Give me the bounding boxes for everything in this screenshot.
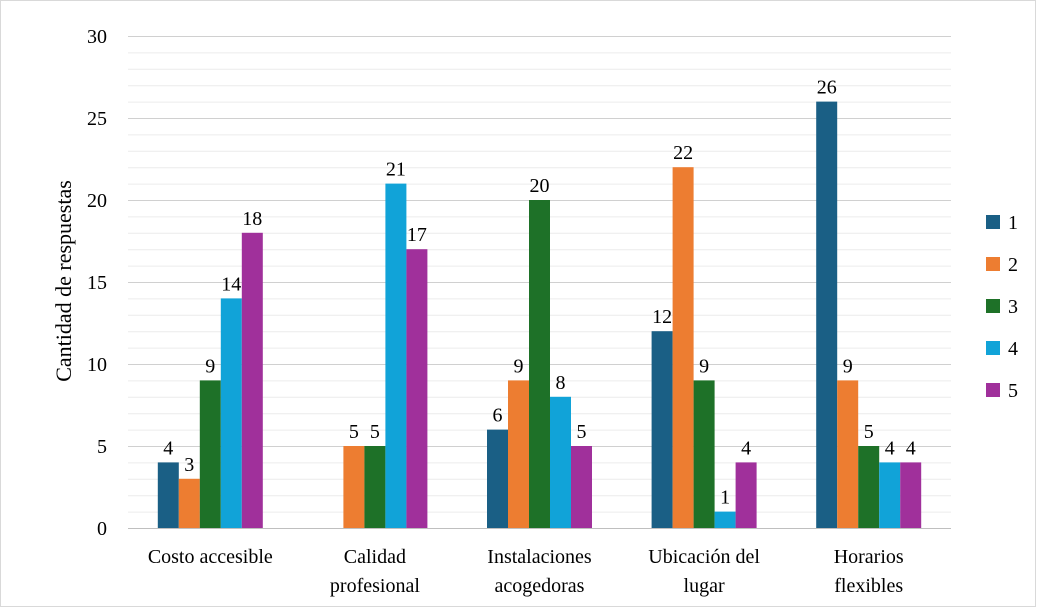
bar-series-2-cat-2	[343, 446, 365, 528]
data-label: 4	[885, 437, 895, 459]
y-tick-label: 10	[87, 354, 107, 376]
bar-series-4-cat-3	[550, 396, 571, 528]
x-category-label: flexibles	[834, 575, 903, 597]
y-tick-label: 30	[87, 26, 107, 48]
data-label: 17	[407, 224, 427, 246]
data-label: 14	[221, 273, 241, 295]
data-label: 5	[864, 421, 874, 443]
y-tick-label: 5	[97, 436, 107, 458]
data-label: 9	[205, 355, 215, 377]
bar-series-3-cat-5	[858, 446, 880, 528]
data-label: 8	[556, 372, 566, 394]
bar-series-2-cat-3	[508, 380, 529, 528]
legend-label: 5	[1008, 380, 1018, 402]
x-axis-categories: Costo accesible Calidad profesional Instala…	[148, 546, 904, 597]
bar-series-1-cat-4	[651, 331, 673, 528]
bar-series-2-cat-5	[837, 380, 859, 528]
x-category-label: Horarios	[834, 546, 904, 568]
data-label: 21	[386, 159, 406, 181]
y-tick-label: 15	[87, 272, 107, 294]
bar-series-1-cat-3	[487, 429, 508, 528]
x-category-label: Costo accesible	[148, 546, 273, 568]
data-label: 12	[652, 306, 672, 328]
bar-series-4-cat-2	[385, 183, 407, 528]
bar-series-5-cat-3	[571, 446, 592, 528]
x-category-label: acogedoras	[495, 575, 585, 597]
legend-item-3: 3	[986, 296, 1018, 318]
x-category-label: profesional	[330, 575, 420, 597]
data-label: 4	[163, 437, 173, 459]
legend-label: 4	[1008, 338, 1018, 360]
data-label: 4	[741, 437, 751, 459]
bar-series-5-cat-4	[735, 462, 757, 528]
legend-item-4: 4	[986, 338, 1018, 360]
bars	[157, 101, 922, 529]
bar-series-2-cat-4	[672, 167, 694, 528]
bar-series-4-cat-5	[879, 462, 901, 528]
legend-swatch	[986, 299, 1000, 313]
bar-series-4-cat-1	[220, 298, 242, 528]
legend-swatch	[986, 341, 1000, 355]
x-category-label: Ubicación del	[648, 546, 760, 568]
legend-item-2: 2	[986, 254, 1018, 276]
legend-label: 1	[1008, 212, 1018, 234]
y-axis-ticks: 0 5 10 15 20 25 30	[87, 26, 107, 540]
legend-item-1: 1	[986, 212, 1018, 234]
legend-swatch	[986, 383, 1000, 397]
data-label: 1	[720, 487, 730, 509]
bar-series-4-cat-4	[714, 511, 736, 528]
y-axis-title: Cantidad de respuestas	[51, 180, 76, 382]
bar-series-5-cat-2	[406, 249, 428, 528]
bar-series-5-cat-1	[241, 232, 263, 529]
data-label: 9	[699, 355, 709, 377]
data-label: 20	[530, 175, 550, 197]
bar-series-1-cat-1	[157, 462, 179, 528]
y-tick-label: 0	[97, 518, 107, 540]
legend-swatch	[986, 215, 1000, 229]
bar-series-3-cat-1	[199, 380, 221, 528]
data-label: 4	[906, 437, 916, 459]
data-label: 26	[817, 77, 837, 99]
legend-swatch	[986, 257, 1000, 271]
data-label: 9	[843, 355, 853, 377]
bar-series-2-cat-1	[178, 478, 200, 528]
data-label: 18	[242, 208, 262, 230]
x-category-label: lugar	[684, 575, 725, 597]
bar-series-3-cat-3	[529, 200, 550, 528]
legend-label: 3	[1008, 296, 1018, 318]
data-label: 3	[184, 454, 194, 476]
x-category-label: Instalaciones	[487, 546, 592, 568]
bar-series-5-cat-5	[900, 462, 922, 528]
bar-series-1-cat-5	[816, 101, 838, 528]
legend-label: 2	[1008, 254, 1018, 276]
bar-series-3-cat-2	[364, 446, 386, 528]
data-label: 5	[577, 421, 587, 443]
data-label: 22	[673, 142, 693, 164]
legend: 1 2 3 4 5	[986, 212, 1018, 402]
data-label: 9	[514, 355, 524, 377]
y-tick-label: 20	[87, 190, 107, 212]
bar-series-3-cat-4	[693, 380, 715, 528]
x-category-label: Calidad	[344, 546, 406, 568]
y-tick-label: 25	[87, 108, 107, 130]
data-label: 6	[493, 405, 503, 427]
data-label: 5	[349, 421, 359, 443]
legend-item-5: 5	[986, 380, 1018, 402]
data-label: 5	[370, 421, 380, 443]
